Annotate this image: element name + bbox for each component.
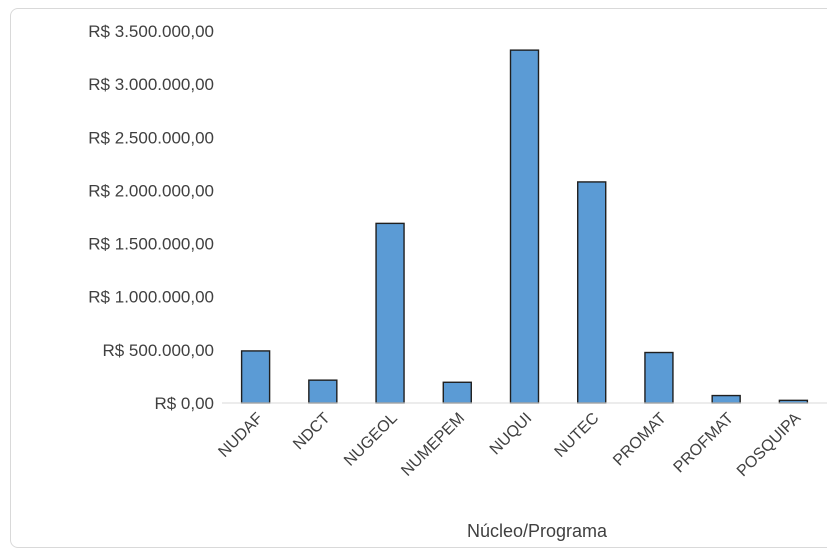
y-tick-label: R$ 3.500.000,00 [88, 22, 214, 41]
bar-nugeol [375, 222, 405, 404]
bars [240, 49, 809, 404]
bar-ndct [308, 379, 338, 404]
bar-nuqui [509, 49, 540, 404]
chart-frame [10, 8, 827, 548]
y-tick-label: R$ 0,00 [154, 394, 214, 413]
x-tick-label: NUGEOL [341, 410, 401, 470]
x-axis-title: Núcleo/Programa [467, 521, 608, 541]
y-tick-label: R$ 3.000.000,00 [88, 75, 214, 94]
x-tick-label: NUTEC [552, 410, 603, 461]
bar-promat [644, 351, 674, 404]
x-tick-label: NUDAF [215, 410, 266, 461]
y-tick-label: R$ 500.000,00 [102, 341, 214, 360]
y-tick-label: R$ 1.000.000,00 [88, 288, 214, 307]
x-tick-label: PROFMAT [671, 410, 738, 477]
bar-nutec [577, 181, 607, 404]
bar-nudaf [240, 350, 271, 404]
y-tick-label: R$ 2.000.000,00 [88, 181, 214, 200]
x-tick-label: NUMEPEM [398, 410, 468, 480]
x-tick-label: POSQUIPA [734, 410, 805, 481]
y-tick-label: R$ 2.500.000,00 [88, 128, 214, 147]
x-tick-label: NUQUI [487, 410, 535, 458]
x-tick-label: PROMAT [610, 410, 670, 470]
y-axis-ticks: R$ 0,00 R$ 500.000,00 R$ 1.000.000,00 R$ 1.… [88, 22, 214, 413]
y-tick-label: R$ 1.500.000,00 [88, 235, 214, 254]
x-tick-label: NDCT [290, 410, 334, 454]
bar-profmat [711, 394, 741, 404]
bar-numepem [442, 381, 472, 404]
